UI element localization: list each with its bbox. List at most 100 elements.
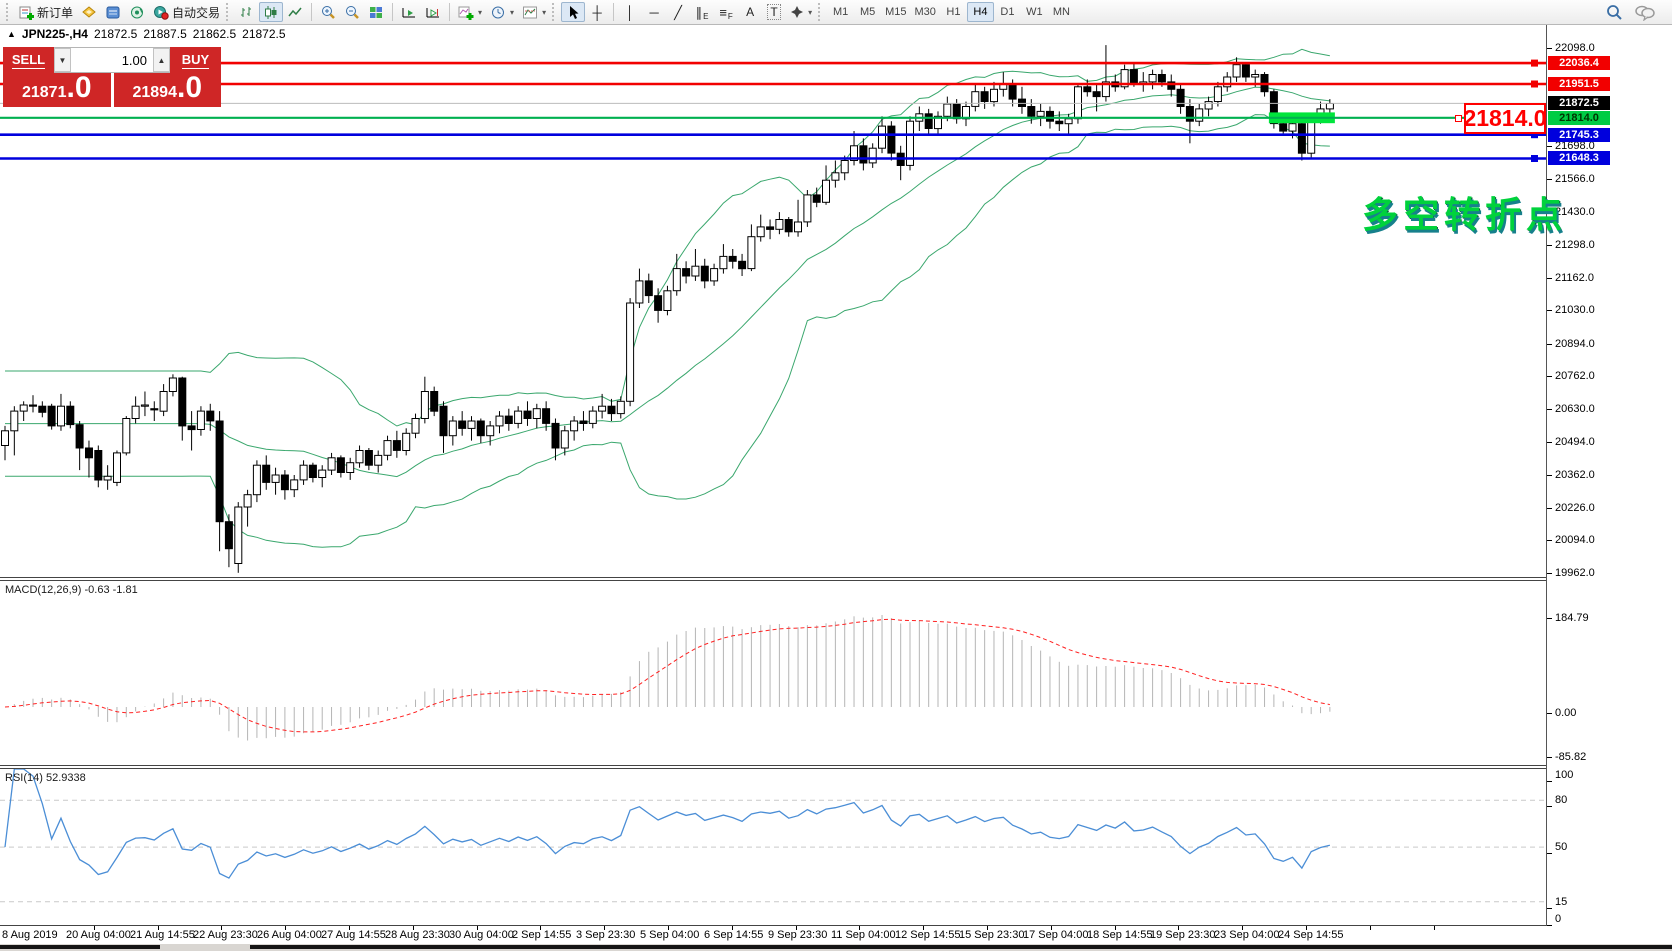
sell-price-int: 21871 [21,84,67,101]
pivot-note-text[interactable]: 多空转折点 [1362,194,1568,235]
line-chart-button[interactable] [283,2,307,22]
zoom-in-button[interactable] [316,2,340,22]
toolbar-grip[interactable] [818,3,823,21]
time-label: 28 Aug 23:30 [385,929,450,941]
time-label: 24 Sep 14:55 [1278,929,1344,941]
timeframe-m15[interactable]: M15 [885,6,907,18]
autotrading-button[interactable]: 自动交易 [149,2,224,22]
periods-button[interactable]: ▾ [486,2,518,22]
volume-input[interactable]: 1.00 [71,48,153,72]
market-watch-button[interactable] [77,2,101,22]
toolbar: 新订单 自动交易 [0,0,1672,25]
timeframe-m1[interactable]: M1 [832,6,849,18]
volume-increase-button[interactable]: ▲ [153,48,170,72]
time-axis-tick [158,926,159,930]
crosshair-button[interactable]: ┼ [585,2,609,22]
time-axis-tick [349,926,350,930]
price-line-tag: 21745.3 [1548,128,1610,142]
crosshair-icon: ┼ [592,4,602,20]
panel-divider[interactable] [0,577,1547,578]
panel-divider[interactable] [0,768,1547,769]
timeframe-mn[interactable]: MN [1052,6,1070,18]
market-watch-icon [82,5,96,18]
toolbar-grip[interactable] [552,3,557,21]
search-icon[interactable] [1606,4,1624,21]
main-price-chart[interactable] [0,40,1546,577]
time-label: 2 Sep 14:55 [512,929,572,941]
collapse-arrow-icon[interactable]: ▲ [7,29,16,39]
text-tool-button[interactable]: A [738,2,762,22]
trendline-button[interactable]: ╱ [666,2,690,22]
zoom-out-button[interactable] [340,2,364,22]
line-chart-icon [288,7,302,16]
macd-panel[interactable] [0,581,1546,765]
trendline-icon: ╱ [674,4,682,20]
timeframe-h1[interactable]: H1 [946,6,961,18]
quote-close: 21872.5 [242,27,286,41]
toolbar-grip[interactable] [226,3,231,21]
toolbar-separator [449,3,451,21]
axis-tick [1547,409,1552,410]
templates-button[interactable]: ▾ [518,2,550,22]
horizontal-line-button[interactable]: ─ [642,2,666,22]
panel-divider[interactable] [0,765,1547,766]
vertical-line-button[interactable]: │ [618,2,642,22]
sell-price-frac: .0 [66,71,92,104]
time-label: 17 Sep 04:00 [1023,929,1089,941]
price-tick-label: 21298.0 [1555,239,1595,251]
rsi-axis-label: 15 [1555,896,1568,908]
chat-icon[interactable] [1634,4,1656,21]
volume-control: ▼ 1.00 ▲ [54,47,170,73]
time-label: 6 Sep 14:55 [704,929,764,941]
price-tick-label: 20762.0 [1555,370,1595,382]
time-axis-tick [796,926,797,930]
buy-price-button[interactable]: 21894 .0 [113,73,221,107]
chart-shift-button[interactable] [421,2,445,22]
axis-tick [1547,212,1552,213]
text-label-button[interactable]: T [762,2,786,22]
timeframe-w1[interactable]: W1 [1026,6,1043,18]
buy-button[interactable]: BUY [170,47,221,73]
timeframe-d1[interactable]: D1 [1000,6,1015,18]
annotation-anchor-marker[interactable] [1455,115,1462,122]
fibonacci-button[interactable]: ≡ F [714,2,738,22]
rsi-panel[interactable] [0,769,1546,925]
timeframe-h4[interactable]: H4 [966,2,994,22]
timeframe-m5[interactable]: M5 [859,6,876,18]
timeframe-m30[interactable]: M30 [914,6,936,18]
bottom-scroll-strip[interactable] [0,944,1672,951]
quote-low: 21862.5 [192,27,237,41]
price-annotation-box[interactable]: 21814.0 [1463,103,1547,134]
new-order-button[interactable]: 新订单 [15,2,77,22]
axis-tick [1547,278,1552,279]
price-line-tag: 22036.4 [1548,56,1610,70]
rsi-axis-label: 50 [1555,841,1568,853]
navigator-button[interactable] [125,2,149,22]
indicators-button[interactable]: ▾ [454,2,486,22]
data-window-button[interactable] [101,2,125,22]
dropdown-arrow-icon: ▾ [542,7,547,17]
sell-button[interactable]: SELL [3,47,54,73]
arrows-button[interactable]: ▾ [786,2,816,22]
axis-tick [1547,508,1552,509]
toolbar-grip[interactable] [6,3,11,21]
volume-decrease-button[interactable]: ▼ [54,48,71,72]
zoom-in-icon [322,5,335,19]
equidistant-channel-button[interactable]: ∥ E [690,2,714,22]
candlestick-chart-button[interactable] [259,2,284,22]
bar-chart-button[interactable] [235,2,259,22]
fibonacci-icon: ≡ [719,4,727,20]
time-axis[interactable]: 8 Aug 2019 20 Aug 04:00 21 Aug 14:55 22 Aug… [0,926,1546,944]
tile-windows-button[interactable] [364,2,388,22]
price-axis-border [1546,25,1547,926]
sell-price-button[interactable]: 21871 .0 [3,73,111,107]
auto-scroll-button[interactable] [397,2,421,22]
price-tick-label: 19962.0 [1555,567,1595,579]
time-label: 3 Sep 23:30 [576,929,636,941]
price-axis[interactable]: 22098.0 21698.0 21566.0 21430.0 21298.0 21162… [1547,25,1672,945]
panel-divider[interactable] [0,580,1547,581]
price-tick-label: 20094.0 [1555,534,1595,546]
new-order-icon [19,6,34,20]
cursor-button[interactable] [561,2,586,22]
axis-tick [1547,540,1552,541]
